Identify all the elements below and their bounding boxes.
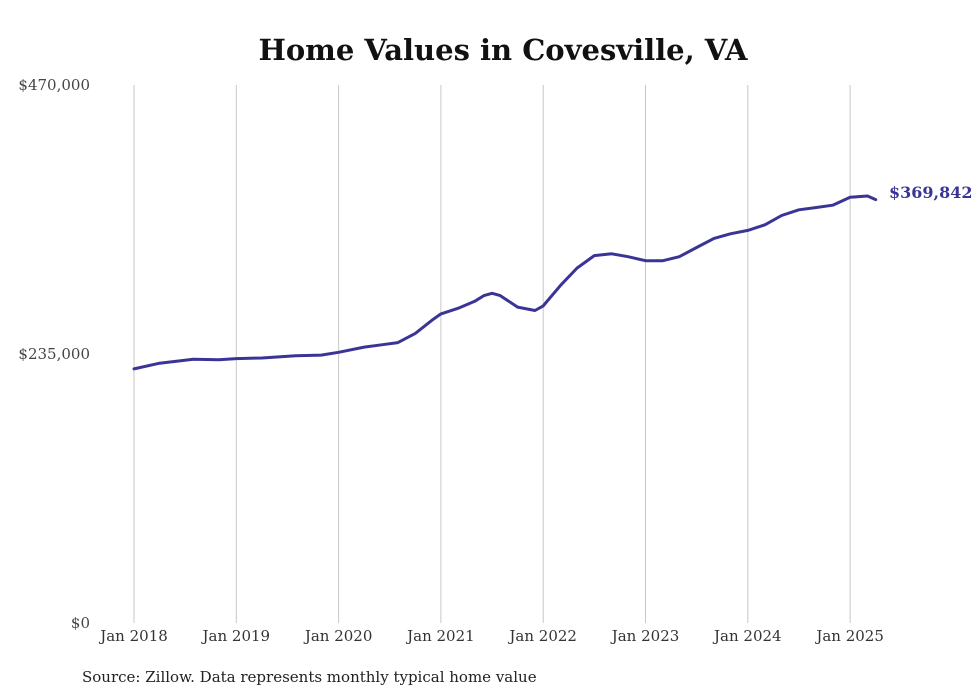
chart-title: Home Values in Covesville, VA [258, 33, 748, 67]
x-tick-label: Jan 2018 [98, 627, 168, 645]
series-line [132, 194, 878, 371]
y-axis-ticks: $0 $235,000 $470,000 [18, 76, 90, 632]
x-tick-label: Jan 2024 [712, 627, 782, 645]
y-tick-label: $235,000 [18, 345, 90, 363]
x-tick-label: Jan 2021 [405, 627, 475, 645]
end-value-label: $369,842 [889, 183, 973, 202]
y-tick-label: $0 [71, 614, 90, 632]
x-tick-label: Jan 2019 [201, 627, 271, 645]
y-tick-label: $470,000 [18, 76, 90, 94]
x-axis-ticks: Jan 2018 Jan 2019 Jan 2020 Jan 2021 Jan 2022… [98, 627, 884, 645]
x-tick-label: Jan 2025 [814, 627, 884, 645]
x-tick-label: Jan 2023 [610, 627, 680, 645]
x-tick-label: Jan 2022 [507, 627, 577, 645]
source-note: Source: Zillow. Data represents monthly … [82, 668, 537, 686]
x-tick-label: Jan 2020 [303, 627, 373, 645]
grid-lines [133, 85, 851, 623]
